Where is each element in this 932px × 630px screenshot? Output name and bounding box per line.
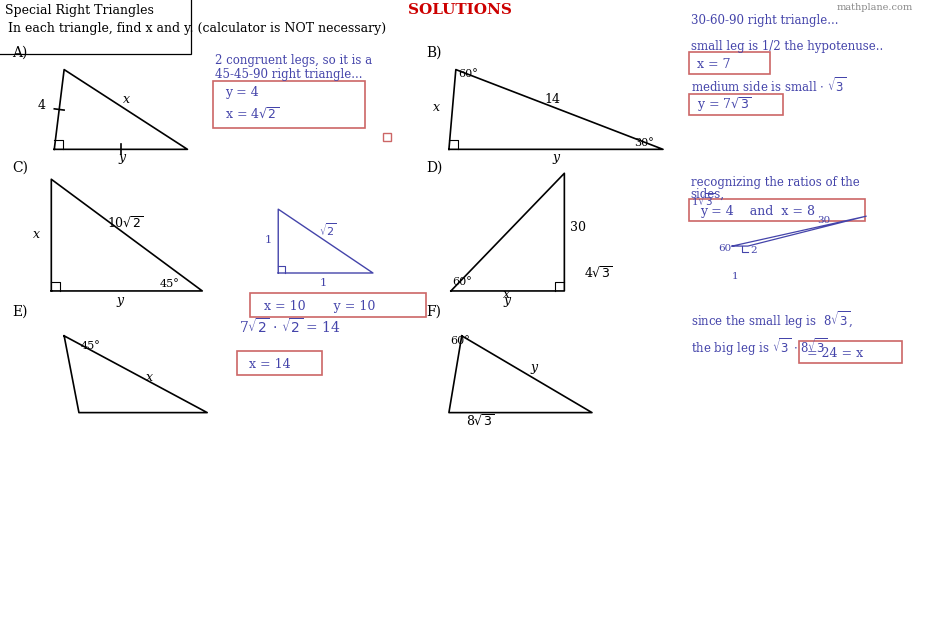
Text: x: x [146, 370, 153, 384]
Text: y = 4    and  x = 8: y = 4 and x = 8 [701, 205, 816, 218]
Text: 45°: 45° [159, 279, 180, 289]
Text: = 24 = x: = 24 = x [807, 346, 863, 360]
Text: 1: 1 [265, 235, 271, 245]
Text: y: y [553, 151, 559, 164]
Text: sides,: sides, [691, 188, 725, 201]
Text: recognizing the ratios of the: recognizing the ratios of the [691, 176, 859, 189]
FancyBboxPatch shape [689, 93, 784, 115]
Text: 4$\sqrt{3}$: 4$\sqrt{3}$ [584, 266, 613, 281]
Text: C): C) [12, 160, 28, 175]
Text: y = 4: y = 4 [225, 86, 259, 100]
Text: medium side is small $\cdot$ $\sqrt{3}$: medium side is small $\cdot$ $\sqrt{3}$ [691, 76, 846, 94]
Text: y: y [118, 151, 126, 164]
Text: 1: 1 [320, 278, 327, 288]
Text: x = 4$\sqrt{2}$: x = 4$\sqrt{2}$ [225, 106, 280, 122]
Text: x = 7: x = 7 [696, 57, 730, 71]
Text: x: x [433, 101, 440, 115]
Text: 60°: 60° [458, 69, 477, 79]
Text: SOLUTIONS: SOLUTIONS [408, 3, 512, 17]
Text: 30-60-90 right triangle...: 30-60-90 right triangle... [691, 14, 838, 26]
Text: since the small leg is  8$\sqrt{3}$,: since the small leg is 8$\sqrt{3}$, [691, 309, 852, 331]
Text: 2 congruent legs, so it is a: 2 congruent legs, so it is a [215, 54, 372, 67]
Text: 10$\sqrt{2}$: 10$\sqrt{2}$ [106, 216, 144, 231]
Text: y: y [531, 361, 538, 374]
Text: 60°: 60° [450, 336, 470, 346]
Text: x: x [33, 228, 39, 241]
Text: 30°: 30° [635, 139, 654, 148]
Text: $\sqrt{2}$: $\sqrt{2}$ [319, 221, 336, 238]
Text: 45°: 45° [81, 341, 101, 351]
Text: A): A) [12, 45, 27, 60]
Text: 7$\sqrt{2}$ $\cdot$ $\sqrt{2}$ = 14: 7$\sqrt{2}$ $\cdot$ $\sqrt{2}$ = 14 [239, 317, 340, 336]
Text: x = 10       y = 10: x = 10 y = 10 [265, 300, 376, 313]
Text: y: y [503, 294, 511, 307]
Text: 60: 60 [719, 244, 732, 253]
Text: 2: 2 [750, 246, 757, 255]
Text: the big leg is $\sqrt{3}$ $\cdot$ 8$\sqrt{3}$: the big leg is $\sqrt{3}$ $\cdot$ 8$\sqr… [691, 336, 827, 358]
Text: 1$\sqrt{3}$: 1$\sqrt{3}$ [691, 192, 715, 208]
FancyBboxPatch shape [689, 52, 770, 74]
Text: small leg is 1/2 the hypotenuse..: small leg is 1/2 the hypotenuse.. [691, 40, 883, 53]
Text: 4: 4 [37, 100, 46, 113]
Text: D): D) [426, 160, 443, 175]
Text: 8$\sqrt{3}$: 8$\sqrt{3}$ [466, 413, 495, 428]
Text: E): E) [12, 305, 27, 319]
Text: x: x [503, 288, 510, 301]
FancyBboxPatch shape [213, 81, 365, 129]
Text: mathplane.com: mathplane.com [836, 3, 912, 12]
Text: y: y [116, 294, 124, 307]
Text: B): B) [426, 45, 442, 60]
Text: In each triangle, find x and y. (calculator is NOT necessary): In each triangle, find x and y. (calcula… [7, 21, 386, 35]
FancyBboxPatch shape [689, 199, 865, 221]
FancyBboxPatch shape [237, 351, 322, 375]
Text: y = 7$\sqrt{3}$: y = 7$\sqrt{3}$ [696, 96, 751, 115]
Text: Special Right Triangles: Special Right Triangles [5, 4, 154, 17]
Text: 30: 30 [570, 221, 586, 234]
FancyBboxPatch shape [383, 134, 391, 141]
Text: 1: 1 [733, 272, 739, 281]
FancyBboxPatch shape [799, 341, 902, 363]
Text: 30: 30 [817, 216, 830, 225]
Text: x: x [123, 93, 130, 106]
Text: F): F) [426, 305, 441, 319]
Text: x = 14: x = 14 [249, 358, 290, 370]
Text: 45-45-90 right triangle...: 45-45-90 right triangle... [215, 67, 363, 81]
Text: 14: 14 [544, 93, 561, 106]
FancyBboxPatch shape [250, 293, 426, 317]
Text: 60°: 60° [452, 277, 472, 287]
